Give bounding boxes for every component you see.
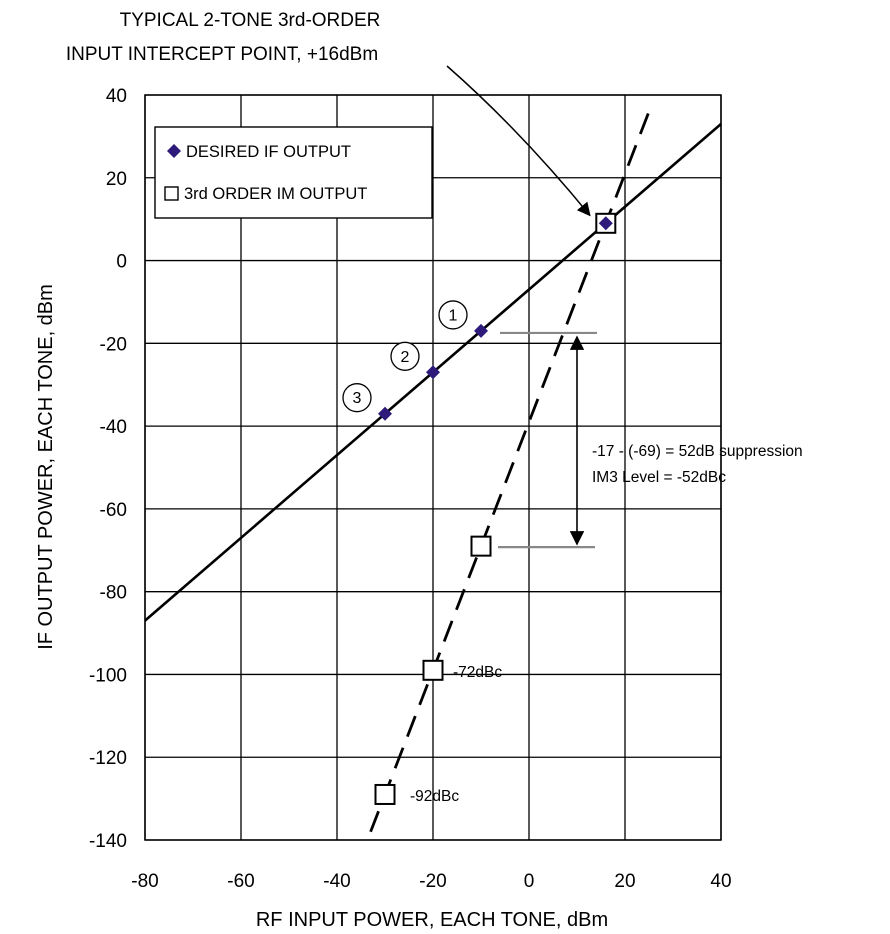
- y-tick-label: 40: [106, 86, 127, 107]
- desired-diamond-marker: [474, 323, 488, 338]
- point-label-circle: [342, 383, 372, 413]
- x-tick-label: 40: [710, 871, 731, 892]
- y-tick-label: 0: [116, 252, 127, 273]
- desired-diamond-marker: [426, 365, 440, 380]
- point-label-number: 1: [449, 307, 458, 324]
- desired-diamond-marker: [598, 216, 613, 231]
- x-tick-labels: -80 -60 -40 -20 0 20 40: [131, 871, 731, 892]
- desired-diamond-marker: [378, 406, 392, 421]
- point-label-circle: [390, 341, 420, 371]
- im3-output-line: [369, 111, 651, 833]
- x-tick-label: -20: [419, 871, 446, 892]
- x-tick-label: 0: [524, 871, 535, 892]
- x-tick-label: -60: [227, 871, 254, 892]
- y-axis-title: IF OUTPUT POWER, EACH TONE, dBm: [35, 284, 57, 650]
- x-axis-title: RF INPUT POWER, EACH TONE, dBm: [256, 909, 608, 931]
- x-tick-label: -40: [323, 871, 350, 892]
- y-tick-label: -100: [89, 665, 127, 686]
- y-tick-labels: 40 20 0 -20 -40 -60 -80 -100 -120 -140: [89, 86, 127, 852]
- legend-box: [154, 126, 433, 219]
- annotation-title-line1: TYPICAL 2-TONE 3rd-ORDER: [120, 10, 381, 31]
- point-number-labels: 1 2 3: [342, 300, 468, 413]
- grid: [144, 94, 722, 841]
- y-tick-label: -120: [89, 748, 127, 769]
- suppression-text-line2: IM3 Level = -52dBc: [592, 469, 726, 486]
- y-tick-label: -40: [100, 417, 127, 438]
- y-tick-label: -80: [100, 583, 127, 604]
- plot-frame: [144, 94, 722, 841]
- legend-label-desired: DESIRED IF OUTPUT: [186, 143, 351, 161]
- y-tick-label: -20: [100, 334, 127, 355]
- series-markers: [374, 212, 617, 805]
- point-label-number: 3: [353, 390, 362, 407]
- im3-square-marker: [422, 659, 444, 681]
- legend-label-im3: 3rd ORDER IM OUTPUT: [184, 185, 367, 203]
- label-minus-92dbc: -92dBc: [410, 788, 459, 805]
- im3-square-marker: [470, 535, 492, 557]
- point-label-circle: [438, 300, 468, 330]
- y-tick-label: 20: [106, 169, 127, 190]
- y-tick-label: -140: [89, 831, 127, 852]
- im3-square-marker: [374, 783, 396, 805]
- x-tick-label: -80: [131, 871, 158, 892]
- intercept-pointer-arrow: [446, 65, 591, 217]
- suppression-text-line1: -17 - (-69) = 52dB suppression: [592, 443, 803, 460]
- x-tick-label: 20: [614, 871, 635, 892]
- legend-square-marker: [164, 186, 179, 201]
- label-minus-72dbc: -72dBc: [453, 664, 502, 681]
- legend-diamond-marker: [167, 144, 181, 158]
- point-label-number: 2: [401, 349, 410, 366]
- y-tick-label: -60: [100, 500, 127, 521]
- annotation-graphics: [446, 65, 597, 549]
- legend: DESIRED IF OUTPUT 3rd ORDER IM OUTPUT: [154, 126, 433, 219]
- annotation-title-line2: INPUT INTERCEPT POINT, +16dBm: [66, 44, 378, 65]
